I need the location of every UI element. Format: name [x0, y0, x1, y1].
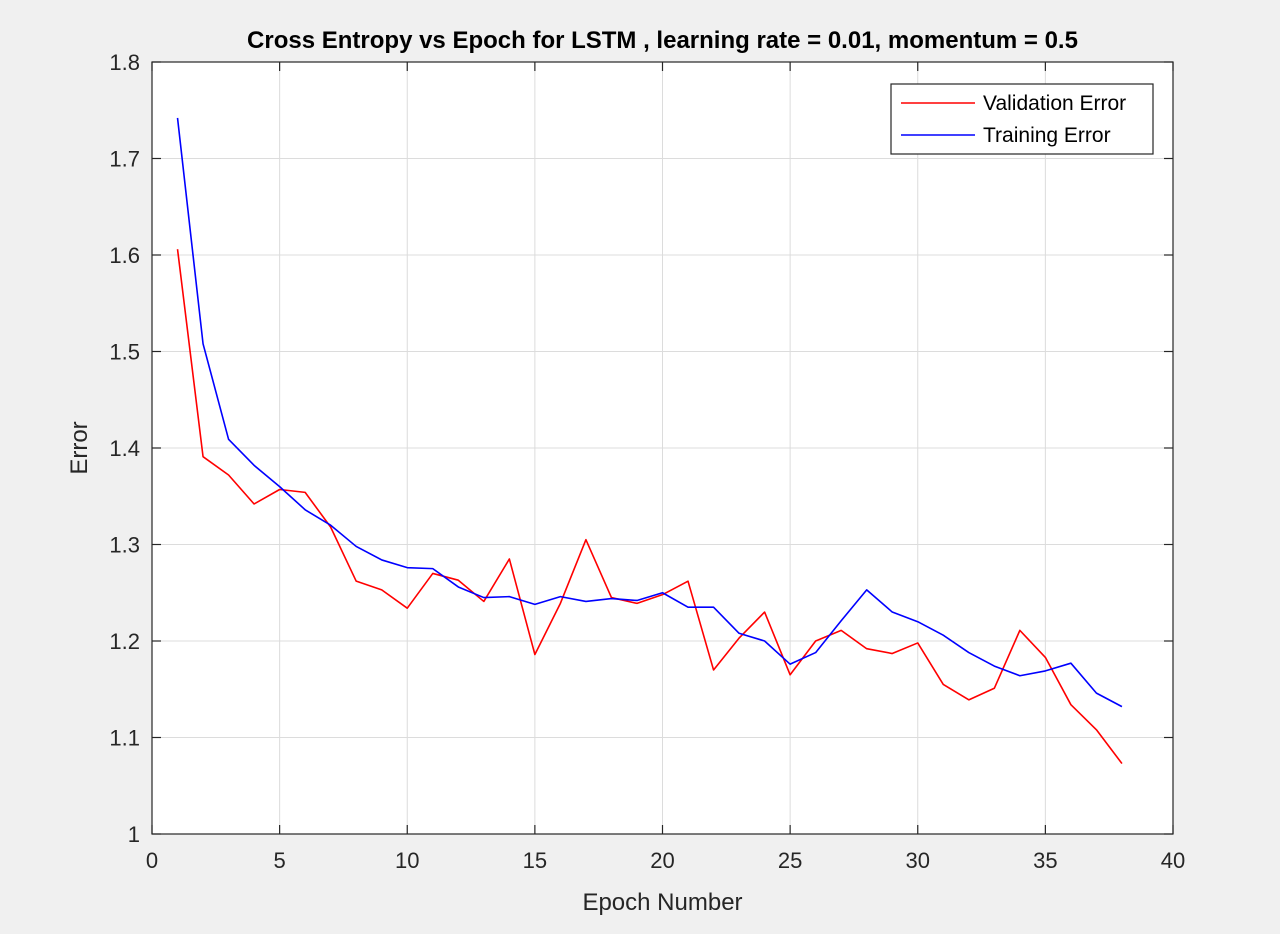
y-tick-label: 1.2 — [109, 629, 140, 654]
x-tick-label: 35 — [1033, 848, 1057, 873]
x-tick-label: 30 — [906, 848, 930, 873]
x-tick-label: 40 — [1161, 848, 1185, 873]
x-tick-label: 15 — [523, 848, 547, 873]
x-axis-title: Epoch Number — [582, 889, 742, 916]
legend: Validation Error Training Error — [890, 83, 1154, 155]
x-tick-label: 10 — [395, 848, 419, 873]
series-lines — [176, 117, 1123, 765]
chart-title: Cross Entropy vs Epoch for LSTM , learni… — [247, 27, 1078, 54]
legend-label: Validation Error — [983, 92, 1126, 115]
legend-box — [890, 83, 1154, 155]
x-tick-label: 25 — [778, 848, 802, 873]
y-tick-label: 1.4 — [109, 436, 140, 461]
y-tick-label: 1.8 — [109, 50, 140, 75]
x-tick-label: 5 — [274, 848, 286, 873]
y-tick-label: 1.1 — [109, 726, 140, 751]
series-line-validation-error — [176, 249, 1123, 765]
y-tick-label: 1.3 — [109, 533, 140, 558]
y-axis-title: Error — [66, 421, 93, 474]
y-tick-label: 1.7 — [109, 147, 140, 172]
legend-label: Training Error — [983, 124, 1111, 147]
x-tick-label: 20 — [650, 848, 674, 873]
y-tick-label: 1.6 — [109, 243, 140, 268]
series-line-training-error — [176, 117, 1123, 708]
axes — [151, 61, 1174, 835]
tick-labels: 0 5 10 15 20 25 30 35 40 1 1.1 1.2 1.3 1.4 1.5 1.6 1.7 1.… — [109, 50, 1185, 873]
x-tick-label: 0 — [146, 848, 158, 873]
y-tick-label: 1 — [128, 822, 140, 847]
y-tick-label: 1.5 — [109, 340, 140, 365]
